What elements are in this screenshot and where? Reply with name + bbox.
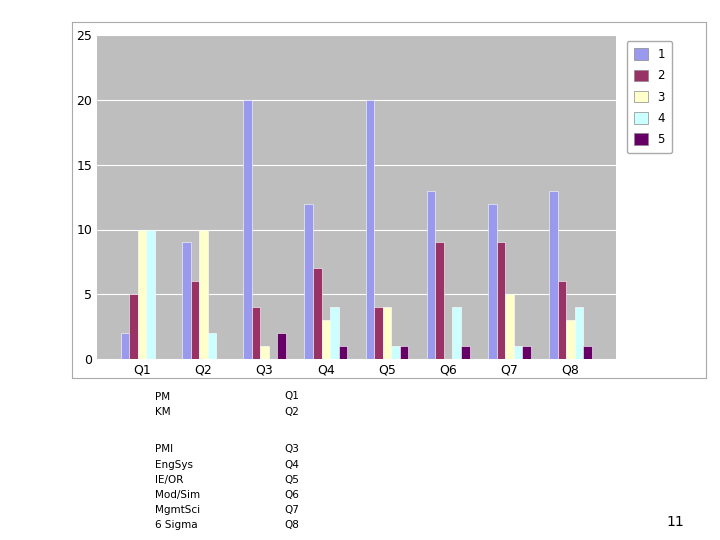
- Bar: [146, 230, 155, 359]
- Legend: 1, 2, 3, 4, 5: 1, 2, 3, 4, 5: [626, 41, 672, 153]
- Text: Q1: Q1: [284, 392, 300, 402]
- Text: Q5: Q5: [284, 475, 300, 485]
- Bar: [182, 242, 191, 359]
- Bar: [207, 333, 216, 359]
- Bar: [522, 346, 531, 359]
- Bar: [575, 307, 583, 359]
- Bar: [243, 100, 252, 359]
- Bar: [461, 346, 469, 359]
- Bar: [497, 242, 505, 359]
- Bar: [130, 294, 138, 359]
- Bar: [199, 230, 207, 359]
- Text: IE/OR: IE/OR: [155, 475, 183, 485]
- Text: PM: PM: [155, 392, 170, 402]
- Text: Q6: Q6: [284, 490, 300, 500]
- Text: KM: KM: [155, 407, 171, 417]
- Bar: [305, 204, 313, 359]
- Bar: [121, 333, 130, 359]
- Bar: [374, 307, 383, 359]
- Bar: [583, 346, 592, 359]
- Bar: [558, 281, 567, 359]
- Bar: [261, 346, 269, 359]
- Bar: [313, 268, 322, 359]
- Bar: [549, 191, 558, 359]
- Text: PMI: PMI: [155, 444, 173, 455]
- Bar: [322, 320, 330, 359]
- Bar: [252, 307, 261, 359]
- Text: Q3: Q3: [284, 444, 300, 455]
- Text: Mod/Sim: Mod/Sim: [155, 490, 200, 500]
- Text: Q7: Q7: [284, 505, 300, 515]
- Bar: [330, 307, 338, 359]
- Text: Q2: Q2: [284, 407, 300, 417]
- Bar: [391, 346, 400, 359]
- Bar: [513, 346, 522, 359]
- Text: 6 Sigma: 6 Sigma: [155, 520, 197, 530]
- Bar: [436, 242, 444, 359]
- Bar: [338, 346, 347, 359]
- Bar: [505, 294, 513, 359]
- Bar: [488, 204, 497, 359]
- Bar: [277, 333, 286, 359]
- Text: Q8: Q8: [284, 520, 300, 530]
- Text: 11: 11: [666, 515, 684, 529]
- Bar: [138, 230, 146, 359]
- Text: Q4: Q4: [284, 460, 300, 470]
- Bar: [383, 307, 391, 359]
- Bar: [567, 320, 575, 359]
- Bar: [427, 191, 436, 359]
- Bar: [452, 307, 461, 359]
- Text: MgmtSci: MgmtSci: [155, 505, 200, 515]
- Bar: [400, 346, 408, 359]
- Text: EngSys: EngSys: [155, 460, 193, 470]
- Bar: [366, 100, 374, 359]
- Bar: [191, 281, 199, 359]
